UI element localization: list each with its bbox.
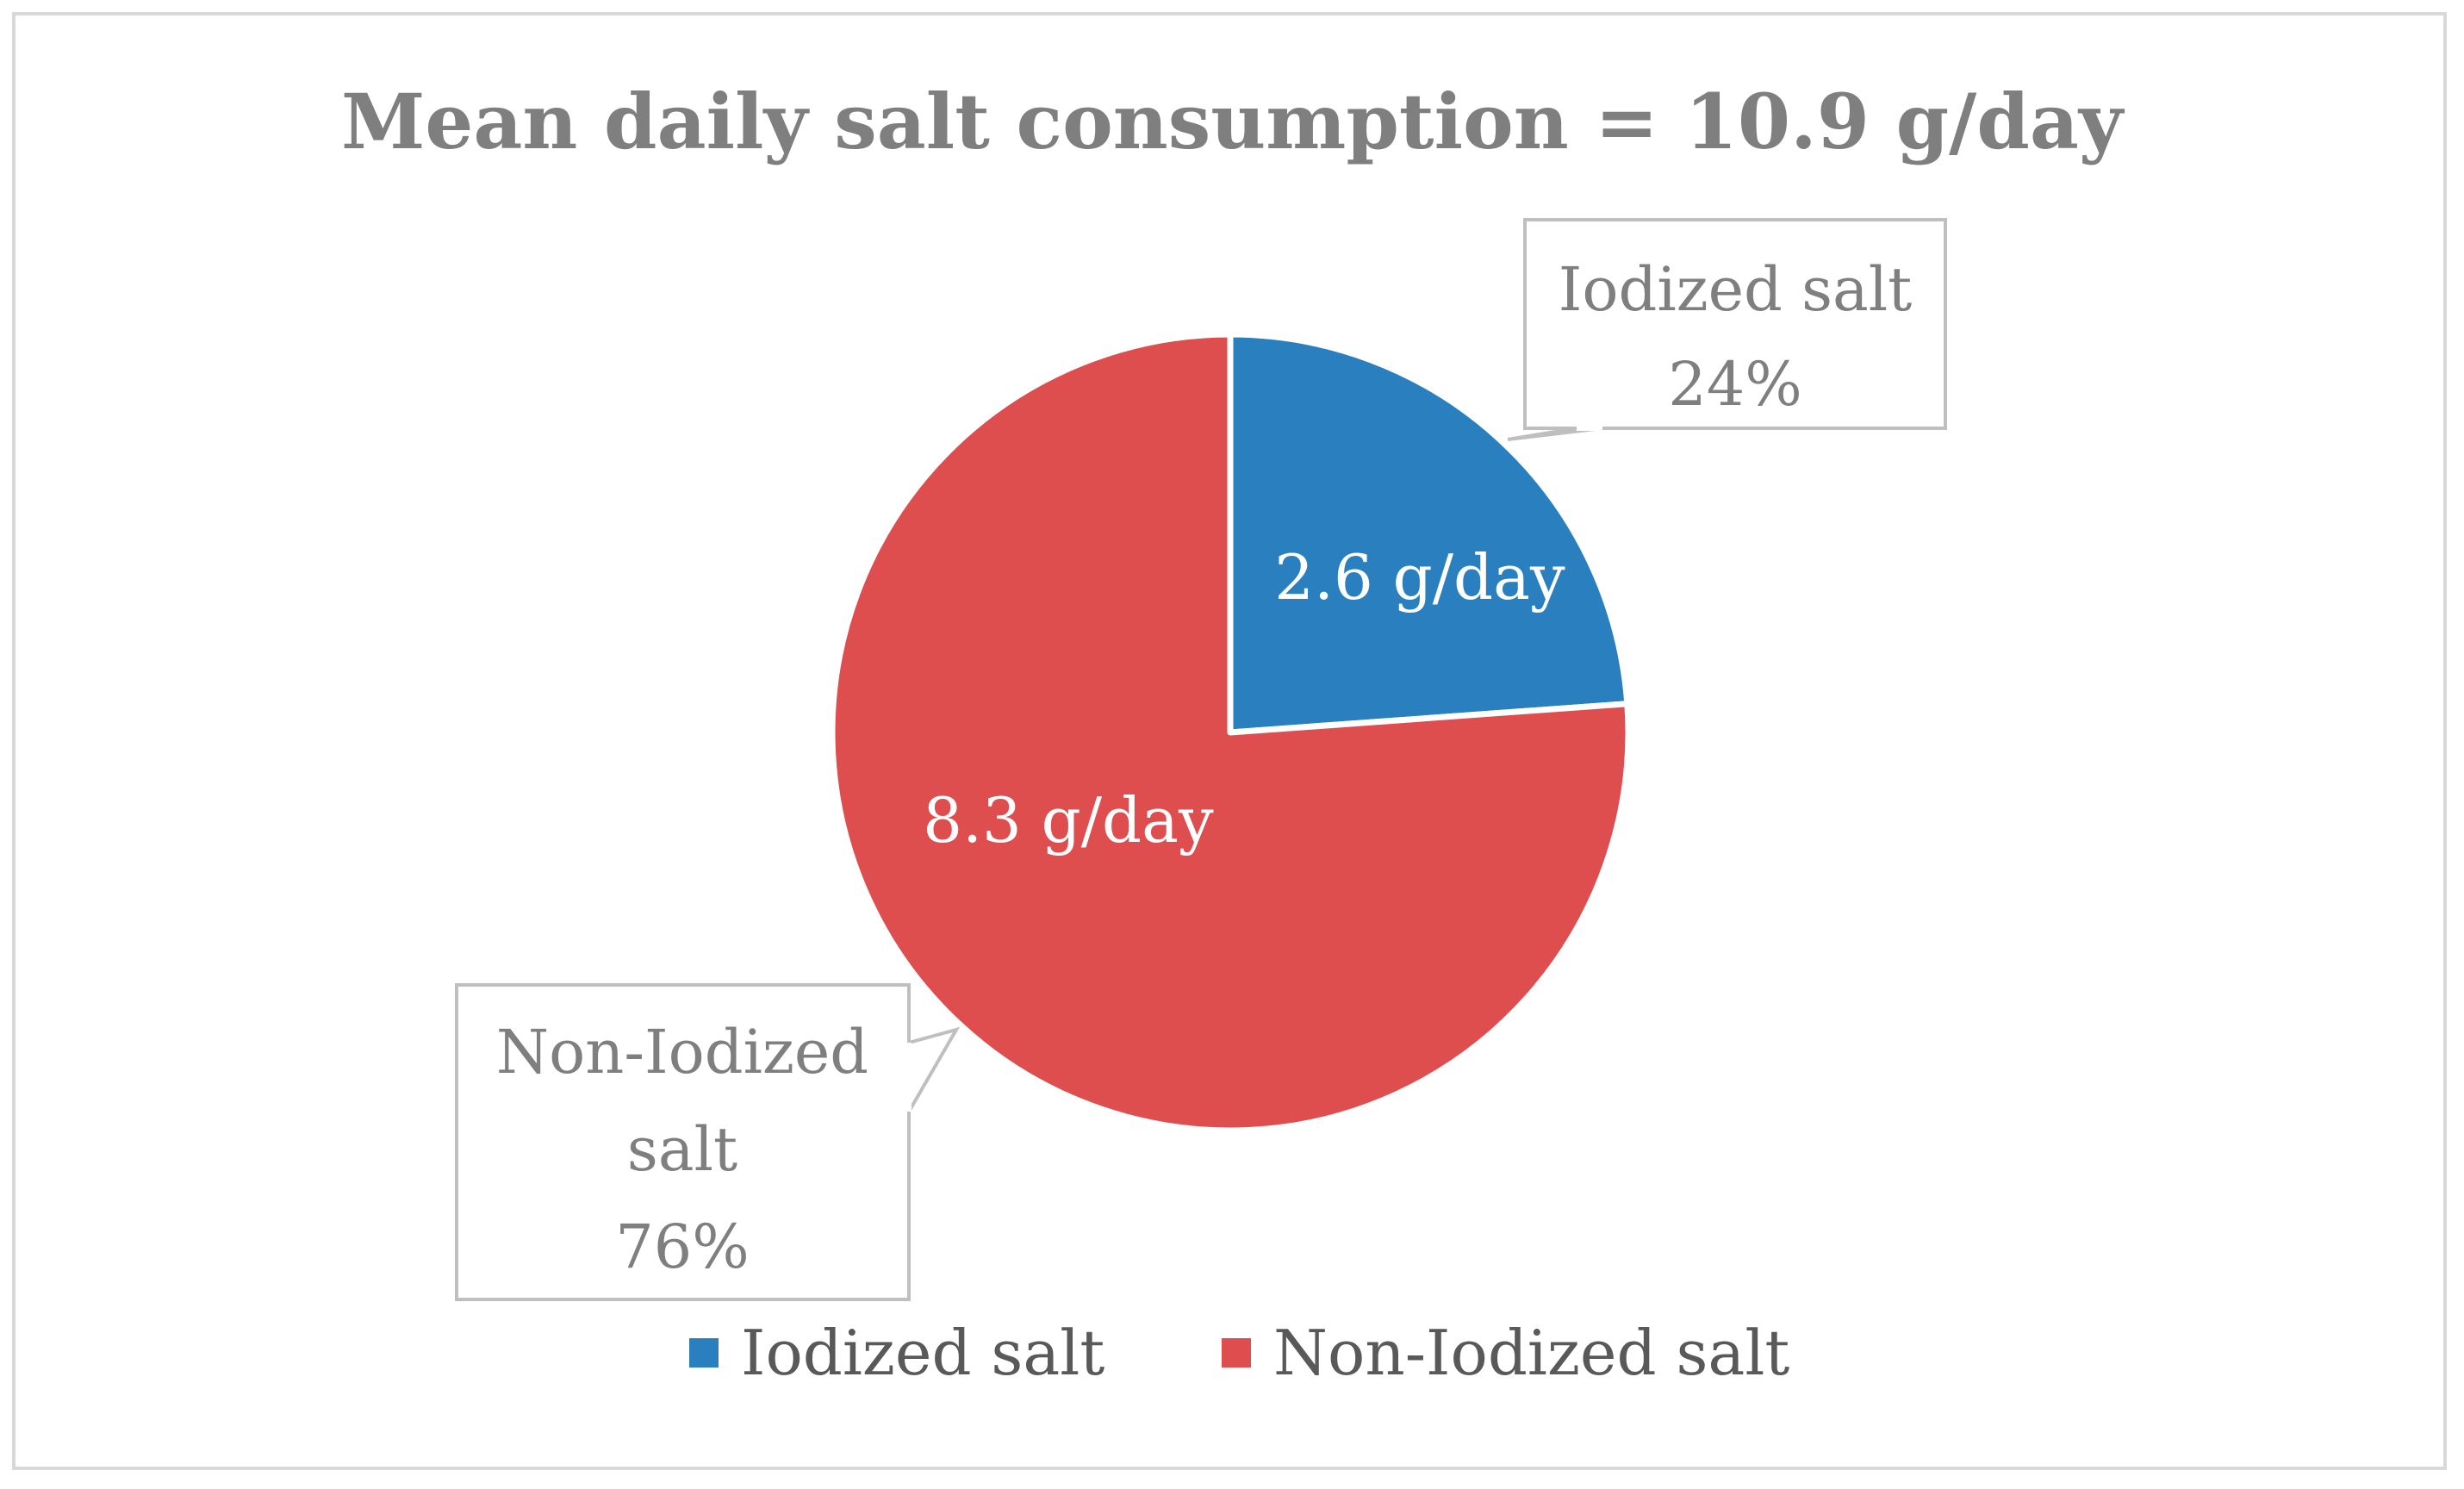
legend-item: Iodized salt — [689, 1317, 1104, 1389]
callout-line: 76% — [615, 1212, 750, 1282]
callout-line: salt — [627, 1114, 737, 1185]
pie-slice-labels: 2.6 g/day 8.3 g/day — [923, 541, 1565, 857]
pie-callouts: Iodized salt 24% Non-Iodized salt 76% — [455, 218, 1947, 1301]
legend-item: Non-Iodized salt — [1222, 1317, 1789, 1389]
legend-label: Non-Iodized salt — [1273, 1317, 1789, 1389]
slice-value-label: 8.3 g/day — [923, 784, 1214, 857]
callout-line: Iodized salt — [1559, 254, 1913, 325]
pie-slice-non-iodized-salt — [829, 331, 1632, 1134]
callout-box — [455, 983, 911, 1301]
pie-slice-iodized-salt — [1227, 331, 1631, 736]
callout-iodized-salt: Iodized salt 24% — [1507, 218, 1947, 441]
callout-line: Non-Iodized — [496, 1017, 868, 1087]
legend: Iodized salt Non-Iodized salt — [689, 1317, 1789, 1389]
slice-value-label: 2.6 g/day — [1274, 541, 1565, 614]
legend-swatch — [1222, 1338, 1251, 1368]
legend-swatch — [689, 1338, 719, 1368]
legend-label: Iodized salt — [741, 1317, 1104, 1389]
callout-line: 24% — [1668, 349, 1802, 420]
pie-slices — [829, 331, 1632, 1134]
chart-title: Mean daily salt consumption = 10.9 g/day — [341, 77, 2125, 166]
callout-box — [1523, 218, 1947, 430]
callout-pointer — [907, 1026, 961, 1118]
callout-non-iodized-salt: Non-Iodized salt 76% — [455, 983, 961, 1301]
